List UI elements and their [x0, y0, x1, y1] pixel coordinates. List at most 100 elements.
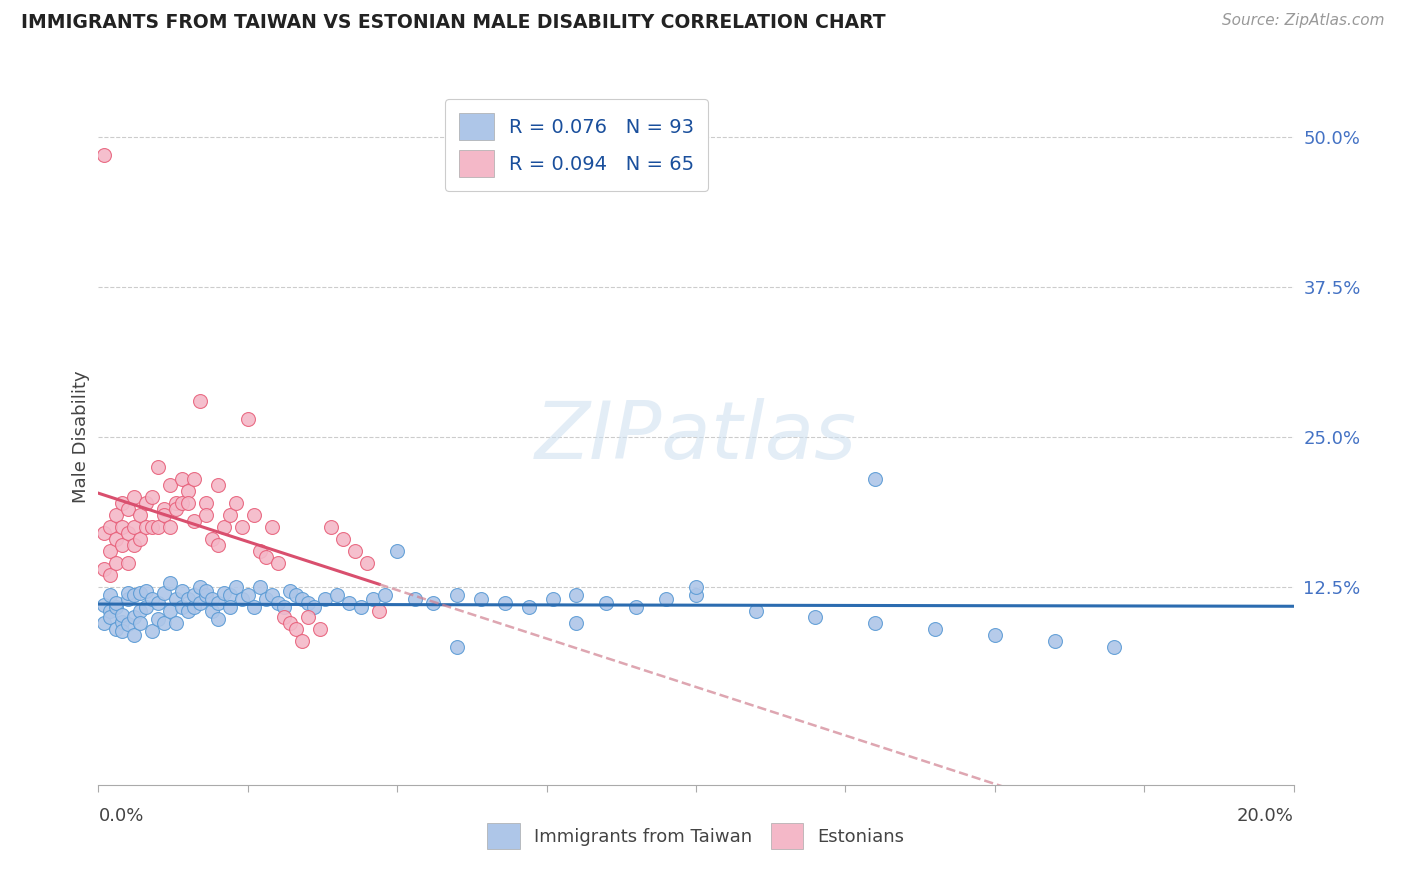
Point — [297, 596, 319, 610]
Point — [165, 592, 187, 607]
Point — [804, 610, 827, 624]
Point — [308, 622, 330, 636]
Point — [350, 600, 373, 615]
Point — [565, 615, 588, 630]
Point — [93, 148, 115, 162]
Point — [517, 600, 540, 615]
Point — [100, 520, 122, 534]
Point — [565, 589, 588, 603]
Point — [374, 589, 396, 603]
Point — [446, 589, 468, 603]
Point — [225, 496, 247, 510]
Point — [135, 600, 157, 615]
Point — [124, 490, 146, 504]
Point — [212, 520, 235, 534]
Point — [153, 502, 176, 516]
Point — [332, 532, 354, 546]
Point — [273, 610, 295, 624]
Point — [297, 610, 319, 624]
Point — [219, 508, 242, 522]
Point — [159, 520, 181, 534]
Point — [117, 502, 139, 516]
Point — [129, 532, 152, 546]
Point — [177, 592, 200, 607]
Y-axis label: Male Disability: Male Disability — [72, 371, 90, 503]
Point — [93, 526, 115, 541]
Point — [865, 472, 887, 486]
Point — [172, 583, 194, 598]
Point — [745, 604, 768, 618]
Point — [129, 615, 152, 630]
Point — [188, 596, 211, 610]
Point — [177, 496, 200, 510]
Point — [404, 592, 426, 607]
Point — [124, 610, 146, 624]
Point — [201, 604, 224, 618]
Point — [93, 562, 115, 576]
Text: 20.0%: 20.0% — [1237, 807, 1294, 825]
Point — [207, 612, 229, 626]
Point — [231, 592, 253, 607]
Point — [219, 600, 242, 615]
Point — [148, 520, 170, 534]
Point — [183, 514, 205, 528]
Text: IMMIGRANTS FROM TAIWAN VS ESTONIAN MALE DISABILITY CORRELATION CHART: IMMIGRANTS FROM TAIWAN VS ESTONIAN MALE … — [21, 13, 886, 32]
Point — [201, 592, 224, 607]
Point — [183, 472, 205, 486]
Point — [541, 592, 564, 607]
Point — [172, 496, 194, 510]
Point — [172, 600, 194, 615]
Point — [446, 640, 468, 654]
Point — [117, 526, 139, 541]
Point — [212, 586, 235, 600]
Point — [153, 508, 176, 522]
Point — [105, 596, 128, 610]
Point — [494, 596, 516, 610]
Point — [243, 508, 266, 522]
Point — [195, 508, 218, 522]
Point — [207, 596, 229, 610]
Point — [243, 600, 266, 615]
Point — [148, 460, 170, 475]
Point — [278, 583, 301, 598]
Point — [117, 556, 139, 570]
Point — [165, 496, 187, 510]
Point — [93, 598, 115, 612]
Point — [135, 520, 157, 534]
Point — [111, 520, 134, 534]
Legend: Immigrants from Taiwan, Estonians: Immigrants from Taiwan, Estonians — [481, 816, 911, 856]
Point — [685, 580, 707, 594]
Point — [865, 615, 887, 630]
Point — [231, 520, 253, 534]
Point — [135, 583, 157, 598]
Point — [385, 544, 409, 558]
Point — [356, 556, 378, 570]
Point — [177, 604, 200, 618]
Point — [129, 604, 152, 618]
Point — [195, 496, 218, 510]
Point — [284, 622, 307, 636]
Point — [117, 617, 139, 632]
Text: Source: ZipAtlas.com: Source: ZipAtlas.com — [1222, 13, 1385, 29]
Point — [159, 604, 181, 618]
Point — [302, 600, 325, 615]
Point — [984, 628, 1007, 642]
Point — [225, 580, 247, 594]
Point — [260, 520, 283, 534]
Point — [105, 508, 128, 522]
Point — [124, 589, 146, 603]
Point — [339, 596, 360, 610]
Point — [278, 615, 301, 630]
Point — [195, 583, 218, 598]
Point — [236, 589, 259, 603]
Point — [111, 624, 134, 639]
Point — [148, 612, 170, 626]
Point — [100, 544, 122, 558]
Point — [291, 592, 314, 607]
Point — [236, 412, 259, 426]
Point — [254, 592, 277, 607]
Point — [111, 496, 134, 510]
Point — [321, 520, 343, 534]
Point — [159, 478, 181, 492]
Point — [105, 600, 128, 615]
